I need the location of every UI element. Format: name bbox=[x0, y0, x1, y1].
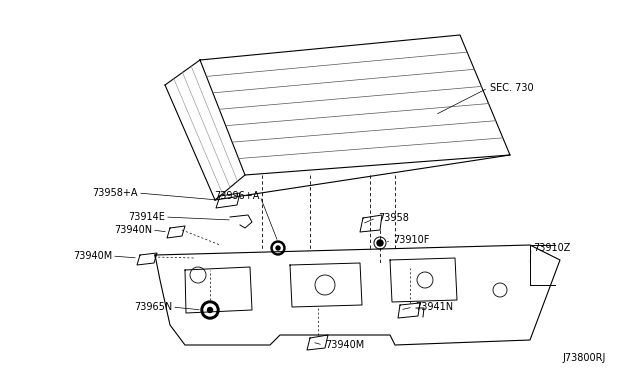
Text: J73800RJ: J73800RJ bbox=[562, 353, 605, 363]
Text: 73940N: 73940N bbox=[114, 225, 152, 235]
Circle shape bbox=[201, 301, 219, 319]
Circle shape bbox=[377, 240, 383, 246]
Text: 73965N: 73965N bbox=[134, 302, 172, 312]
Text: 73958+A: 73958+A bbox=[93, 188, 138, 198]
Circle shape bbox=[276, 246, 280, 250]
Circle shape bbox=[207, 308, 212, 312]
Text: SEC. 730: SEC. 730 bbox=[490, 83, 534, 93]
Text: 73914E: 73914E bbox=[128, 212, 165, 222]
Text: 73958: 73958 bbox=[378, 213, 409, 223]
Text: 73910F: 73910F bbox=[393, 235, 429, 245]
Circle shape bbox=[273, 244, 282, 253]
Text: 73941N: 73941N bbox=[415, 302, 453, 312]
Text: 73910Z: 73910Z bbox=[533, 243, 570, 253]
Circle shape bbox=[204, 304, 216, 316]
Circle shape bbox=[271, 241, 285, 255]
Text: 73996+A: 73996+A bbox=[214, 191, 260, 201]
Text: 73940M: 73940M bbox=[325, 340, 364, 350]
Text: 73940M: 73940M bbox=[73, 251, 112, 261]
